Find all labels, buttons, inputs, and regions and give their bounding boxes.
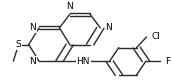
Text: HN: HN [77, 57, 90, 66]
Text: S: S [16, 40, 21, 49]
Text: N: N [29, 57, 36, 66]
Text: N: N [29, 23, 36, 32]
Text: N: N [106, 23, 112, 32]
Text: Cl: Cl [152, 32, 161, 41]
Text: N: N [66, 2, 73, 11]
Text: F: F [165, 57, 170, 66]
